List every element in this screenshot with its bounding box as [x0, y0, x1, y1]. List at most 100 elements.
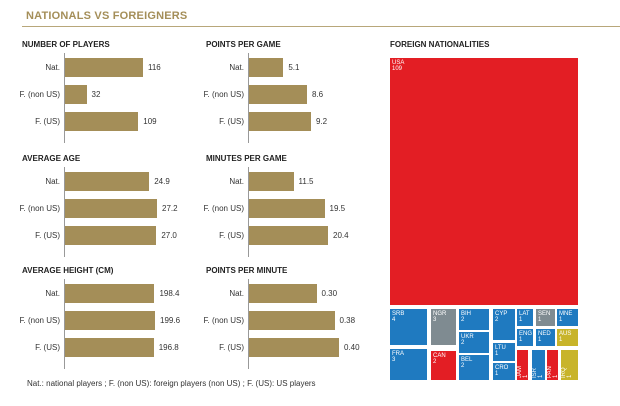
tile-code: LTU — [495, 345, 506, 351]
data-label: 0.38 — [339, 316, 356, 325]
chart-average-height: AVERAGE HEIGHT (CM) Nat. 198.4 F. (non US) 1… — [20, 266, 192, 371]
treemap-tile-sen: SEN 1 — [536, 309, 555, 326]
tile-code: SEN — [538, 311, 551, 317]
category-label: F. (non US) — [203, 316, 244, 325]
treemap-tile-bih: BIH 2 — [459, 309, 489, 330]
bar — [249, 112, 311, 131]
treemap-tile-isr: ISR 1 — [532, 350, 545, 380]
category-label: F. (US) — [219, 231, 244, 240]
bar — [249, 338, 339, 357]
chart-points-per-game: POINTS PER GAME Nat. 5.1 F. (non US) 8.6 F. (… — [204, 40, 376, 145]
treemap-tile-ukr: UKR 2 — [459, 332, 489, 353]
treemap-tile-ned: NED 1 — [536, 329, 555, 346]
tile-value: 1 — [559, 337, 563, 343]
tile-value: 2 — [461, 363, 465, 369]
tile-value: 109 — [392, 66, 403, 72]
treemap-tile-bel: BEL 2 — [459, 355, 489, 380]
tile-code: BEL — [461, 357, 473, 363]
data-label: 198.4 — [159, 289, 180, 298]
tile-value: 3 — [392, 357, 396, 363]
category-label: F. (US) — [219, 343, 244, 352]
tile-value: 2 — [495, 317, 499, 323]
data-label: 27.0 — [161, 231, 177, 240]
bar — [249, 226, 328, 245]
data-label: 9.2 — [316, 117, 328, 126]
category-label: F. (non US) — [19, 204, 60, 213]
tile-value: 2 — [461, 340, 465, 346]
category-label: Nat. — [45, 177, 60, 186]
data-label: 11.5 — [298, 177, 314, 186]
category-label: Nat. — [229, 289, 244, 298]
chart-title: POINTS PER MINUTE — [206, 266, 288, 275]
bar — [249, 284, 317, 303]
bar — [249, 311, 335, 330]
treemap-tile-ltu: LTU 1 — [493, 343, 515, 361]
treemap-tile-cro: CRO 1 — [493, 363, 515, 380]
footnote: Nat.: national players ; F. (non US): fo… — [27, 379, 316, 388]
title-divider — [22, 26, 620, 27]
data-label: 32 — [91, 90, 101, 99]
data-label: 109 — [143, 117, 157, 126]
tile-value: 1 — [538, 337, 542, 343]
tile-code: NED — [538, 331, 551, 337]
treemap-tile-pan: PAN 1 — [547, 350, 558, 380]
chart-title: NUMBER OF PLAYERS — [22, 40, 110, 49]
tile-code: MNE — [559, 311, 573, 317]
bar — [65, 338, 154, 357]
tile-value: 1 — [519, 317, 523, 323]
bar — [65, 311, 155, 330]
tile-value: 1 — [538, 374, 544, 378]
tile-value: 1 — [523, 374, 528, 378]
data-label: 0.40 — [344, 343, 360, 352]
tile-code: NGR — [433, 311, 447, 317]
data-label: 27.2 — [162, 204, 178, 213]
axis-line — [64, 53, 65, 143]
treemap-tile-lat: LAT 1 — [517, 309, 533, 326]
treemap-tile-eng: ENG 1 — [517, 329, 533, 346]
treemap-tile-mne: MNE 1 — [557, 309, 578, 326]
tile-code: CRO — [495, 365, 509, 371]
bar — [65, 112, 139, 131]
data-label: 20.4 — [333, 231, 349, 240]
treemap-tile-cyp: CYP 2 — [493, 309, 515, 340]
bar — [65, 85, 87, 104]
tile-code: CAN — [433, 353, 446, 359]
category-label: F. (US) — [35, 117, 60, 126]
category-label: Nat. — [45, 289, 60, 298]
category-label: F. (non US) — [203, 90, 244, 99]
category-label: F. (US) — [35, 231, 60, 240]
axis-line — [64, 167, 65, 257]
tile-value: 4 — [392, 317, 396, 323]
category-label: F. (US) — [35, 343, 60, 352]
tile-value: 1 — [559, 317, 563, 323]
data-label: 116 — [148, 63, 161, 72]
tile-code: USA — [392, 60, 405, 66]
data-label: 0.30 — [321, 289, 338, 298]
tile-value: 1 — [495, 371, 499, 377]
treemap-title: FOREIGN NATIONALITIES — [390, 40, 490, 49]
page-title: NATIONALS VS FOREIGNERS — [26, 10, 188, 22]
category-label: Nat. — [229, 177, 244, 186]
bar — [249, 85, 307, 104]
treemap-tile-jam: JAM 1 — [517, 350, 528, 380]
treemap-tile-aus: AUS 1 — [557, 329, 578, 346]
category-label: Nat. — [45, 63, 60, 72]
treemap-tile-can: CAN 2 — [431, 351, 456, 380]
bar — [65, 284, 155, 303]
category-label: F. (non US) — [19, 316, 60, 325]
category-label: F. (non US) — [19, 90, 60, 99]
treemap-tile-srb: SRB 4 — [390, 309, 427, 345]
treemap-tile-ngr: NGR 3 — [431, 309, 456, 345]
tile-value: 3 — [433, 317, 437, 323]
tile-value: 1 — [567, 374, 573, 378]
bar — [65, 58, 143, 77]
tile-code: UKR — [461, 334, 474, 340]
chart-title: MINUTES PER GAME — [206, 154, 287, 163]
bar — [65, 172, 150, 191]
axis-line — [64, 279, 65, 369]
bar — [249, 58, 284, 77]
tile-value: 2 — [461, 317, 465, 323]
tile-code: AUS — [559, 331, 572, 337]
chart-number-of-players: NUMBER OF PLAYERS Nat. 116 F. (non US) 32 F. … — [20, 40, 192, 145]
tile-value: 1 — [495, 351, 499, 357]
